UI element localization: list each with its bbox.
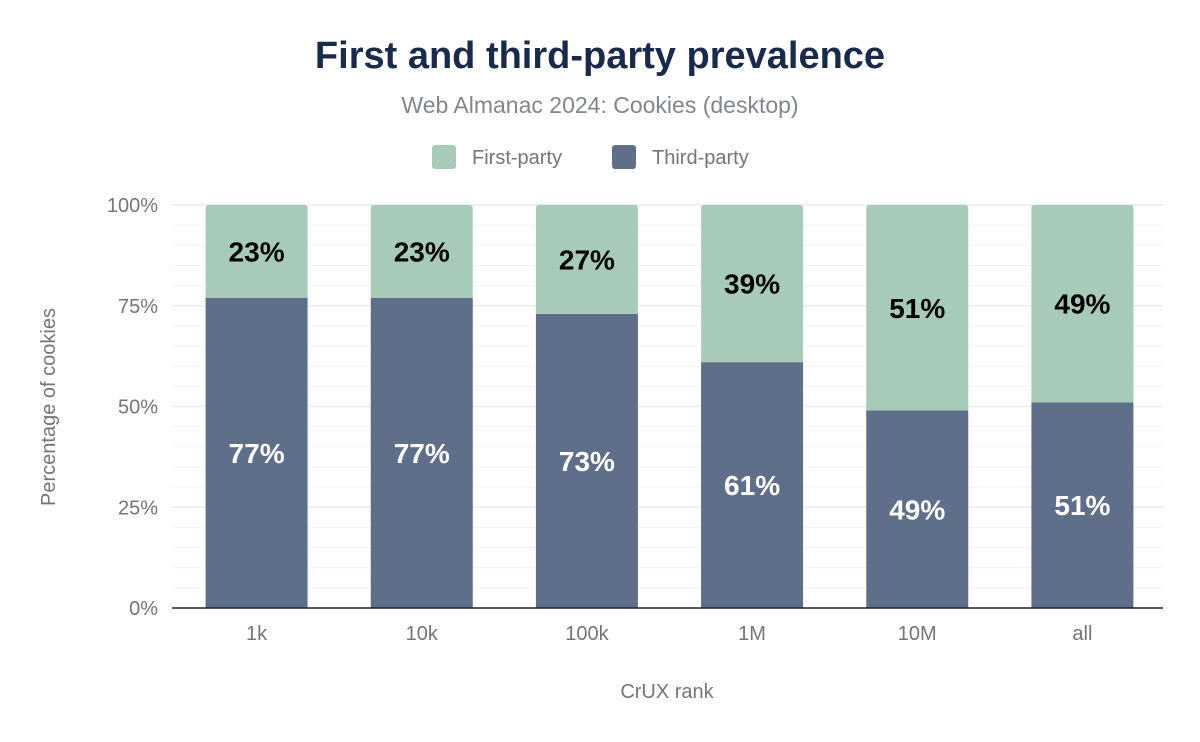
data-label: 77% — [394, 438, 450, 469]
bar-third-party-10k — [370, 297, 473, 608]
data-label: 51% — [889, 293, 945, 324]
bar-third-party-1M — [701, 362, 804, 608]
x-tick-label: 10M — [898, 623, 937, 645]
bar-first-party-10k — [370, 205, 473, 298]
data-label: 27% — [559, 244, 615, 275]
x-tick-label: 1M — [738, 623, 766, 645]
chart-subtitle: Web Almanac 2024: Cookies (desktop) — [401, 92, 798, 118]
y-axis-title: Percentage of cookies — [38, 308, 60, 506]
legend-label: First-party — [472, 147, 562, 169]
bar-first-party-1k — [205, 205, 308, 298]
data-label: 23% — [229, 236, 285, 267]
y-tick-label: 0% — [129, 598, 158, 620]
data-label: 23% — [394, 236, 450, 267]
legend-swatch-third-party — [612, 145, 636, 169]
bar-third-party-all — [1031, 402, 1134, 608]
data-label: 49% — [889, 494, 945, 525]
bar-first-party-100k — [535, 205, 638, 314]
legend-swatch-first-party — [432, 145, 456, 169]
bar-third-party-100k — [535, 313, 638, 608]
x-axis-ticks: 1k 10k 100k 1M 10M all — [246, 623, 1092, 645]
y-tick-label: 25% — [118, 497, 158, 519]
bars: 77% 23% 77% 23% 73% 27% 61% 39% 49% 51% 51% 49% — [205, 205, 1134, 608]
gridlines — [172, 204, 1163, 589]
y-tick-label: 75% — [118, 296, 158, 318]
chart-title: First and third-party prevalence — [315, 35, 885, 77]
data-label: 49% — [1054, 289, 1110, 320]
data-label: 61% — [724, 470, 780, 501]
y-tick-label: 50% — [118, 397, 158, 419]
bar-third-party-10M — [866, 410, 969, 608]
legend-label: Third-party — [652, 147, 749, 169]
x-tick-label: all — [1072, 623, 1092, 645]
bar-first-party-1M — [701, 205, 804, 363]
x-axis-title: CrUX rank — [620, 681, 714, 703]
data-label: 39% — [724, 269, 780, 300]
legend: First-party Third-party — [432, 145, 749, 169]
y-tick-label: 100% — [107, 195, 158, 217]
data-label: 77% — [229, 438, 285, 469]
x-tick-label: 100k — [565, 623, 609, 645]
bar-first-party-all — [1031, 205, 1134, 403]
data-label: 73% — [559, 446, 615, 477]
x-tick-label: 1k — [246, 623, 268, 645]
bar-first-party-10M — [866, 205, 969, 411]
bar-third-party-1k — [205, 297, 308, 608]
x-tick-label: 10k — [406, 623, 439, 645]
data-label: 51% — [1054, 490, 1110, 521]
y-axis-ticks: 0% 25% 50% 75% 100% — [107, 195, 158, 620]
